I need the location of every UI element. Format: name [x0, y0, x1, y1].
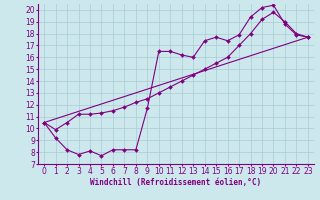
X-axis label: Windchill (Refroidissement éolien,°C): Windchill (Refroidissement éolien,°C): [91, 178, 261, 187]
